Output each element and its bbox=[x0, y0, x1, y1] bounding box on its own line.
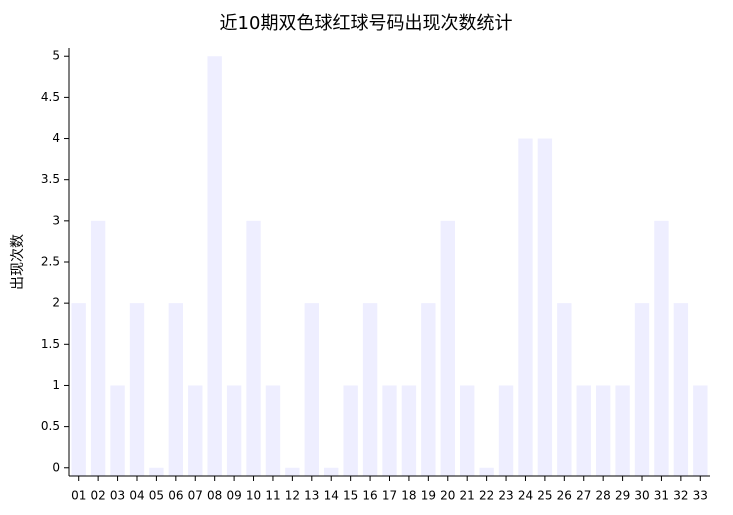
bar bbox=[693, 385, 708, 476]
y-tick-label: 3 bbox=[52, 213, 60, 227]
x-tick-label: 18 bbox=[401, 489, 416, 503]
bar bbox=[557, 303, 572, 476]
bar bbox=[498, 385, 514, 476]
chart-title: 近10期双色球红球号码出现次数统计 bbox=[220, 13, 513, 34]
x-tick-label: 29 bbox=[615, 489, 630, 503]
bar bbox=[595, 385, 611, 476]
bar bbox=[460, 385, 475, 476]
bar bbox=[634, 303, 650, 476]
bar bbox=[362, 303, 378, 476]
x-tick-label: 04 bbox=[129, 489, 144, 503]
bar bbox=[265, 385, 281, 476]
bar bbox=[615, 385, 630, 476]
x-tick-label: 27 bbox=[576, 489, 591, 503]
x-tick-label: 03 bbox=[110, 489, 125, 503]
y-tick-label: 4 bbox=[52, 131, 60, 145]
y-tick-label: 3.5 bbox=[41, 172, 60, 186]
y-axis-label: 出现次数 bbox=[10, 234, 26, 290]
x-tick-label: 31 bbox=[654, 489, 669, 503]
x-tick-label: 26 bbox=[557, 489, 572, 503]
bar bbox=[90, 220, 106, 476]
bar bbox=[285, 467, 300, 476]
bar bbox=[168, 303, 184, 476]
x-tick-label: 14 bbox=[324, 489, 339, 503]
y-tick-label: 2.5 bbox=[41, 255, 60, 269]
bar bbox=[304, 303, 319, 476]
bar bbox=[382, 385, 397, 476]
x-tick-label: 19 bbox=[421, 489, 436, 503]
bar bbox=[110, 385, 125, 476]
bar bbox=[71, 303, 86, 476]
x-tick-label: 28 bbox=[596, 489, 611, 503]
bar bbox=[149, 467, 164, 476]
bar bbox=[537, 138, 553, 477]
bar bbox=[129, 303, 145, 476]
bar bbox=[654, 220, 669, 476]
x-tick-label: 25 bbox=[537, 489, 552, 503]
bar bbox=[246, 220, 261, 476]
bar bbox=[421, 303, 436, 476]
bar bbox=[518, 138, 533, 477]
x-tick-label: 22 bbox=[479, 489, 494, 503]
x-tick-label: 20 bbox=[440, 489, 455, 503]
x-tick-label: 15 bbox=[343, 489, 358, 503]
x-tick-label: 23 bbox=[498, 489, 513, 503]
x-tick-label: 06 bbox=[168, 489, 183, 503]
x-tick-label: 32 bbox=[673, 489, 688, 503]
bar bbox=[226, 385, 242, 476]
bar bbox=[440, 220, 455, 476]
x-tick-label: 13 bbox=[304, 489, 319, 503]
bar bbox=[401, 385, 417, 476]
bar bbox=[324, 467, 339, 476]
y-tick-label: 1 bbox=[52, 378, 60, 392]
bar bbox=[479, 467, 494, 476]
x-tick-label: 11 bbox=[265, 489, 280, 503]
x-tick-label: 24 bbox=[518, 489, 533, 503]
x-tick-label: 21 bbox=[460, 489, 475, 503]
x-tick-label: 30 bbox=[634, 489, 649, 503]
x-tick-label: 01 bbox=[71, 489, 86, 503]
x-tick-label: 12 bbox=[285, 489, 300, 503]
y-tick-label: 4.5 bbox=[41, 90, 60, 104]
bar bbox=[343, 385, 358, 476]
x-tick-label: 33 bbox=[693, 489, 708, 503]
x-tick-label: 08 bbox=[207, 489, 222, 503]
y-tick-label: 2 bbox=[52, 296, 60, 310]
x-tick-label: 07 bbox=[188, 489, 203, 503]
y-tick-label: 0.5 bbox=[41, 419, 60, 433]
x-tick-label: 02 bbox=[90, 489, 105, 503]
x-tick-label: 16 bbox=[362, 489, 377, 503]
x-tick-label: 10 bbox=[246, 489, 261, 503]
bar bbox=[207, 56, 222, 476]
y-tick-label: 1.5 bbox=[41, 337, 60, 351]
x-tick-label: 09 bbox=[226, 489, 241, 503]
bar bbox=[673, 303, 689, 476]
x-tick-label: 17 bbox=[382, 489, 397, 503]
bar bbox=[188, 385, 203, 476]
x-tick-label: 05 bbox=[149, 489, 164, 503]
y-tick-label: 0 bbox=[52, 460, 60, 474]
bar bbox=[576, 385, 591, 476]
y-tick-label: 5 bbox=[52, 49, 60, 63]
